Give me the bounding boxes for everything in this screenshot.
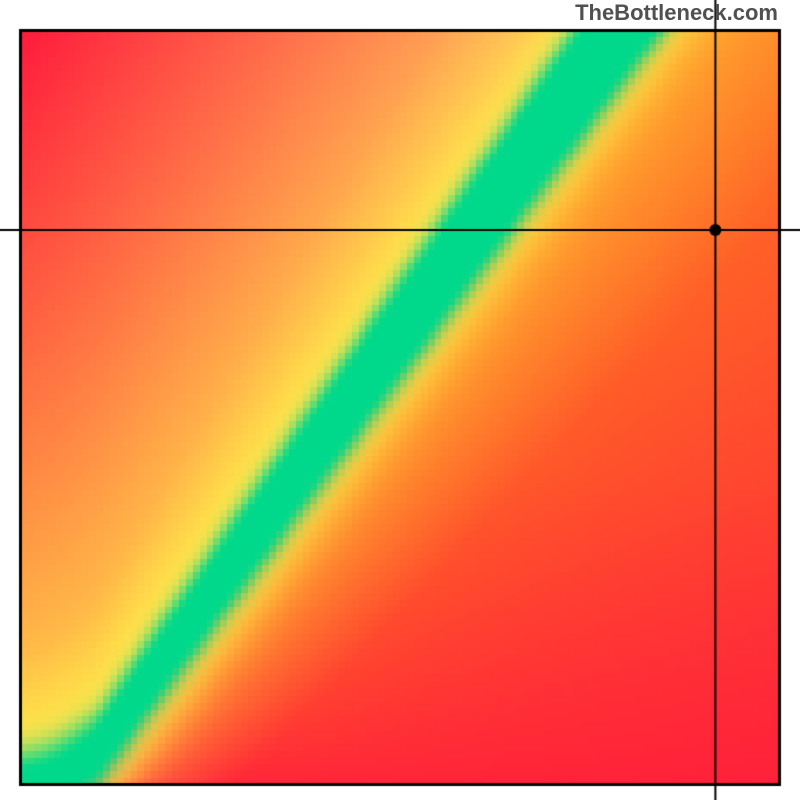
bottleneck-heatmap	[0, 0, 800, 800]
watermark-text: TheBottleneck.com	[575, 0, 778, 26]
